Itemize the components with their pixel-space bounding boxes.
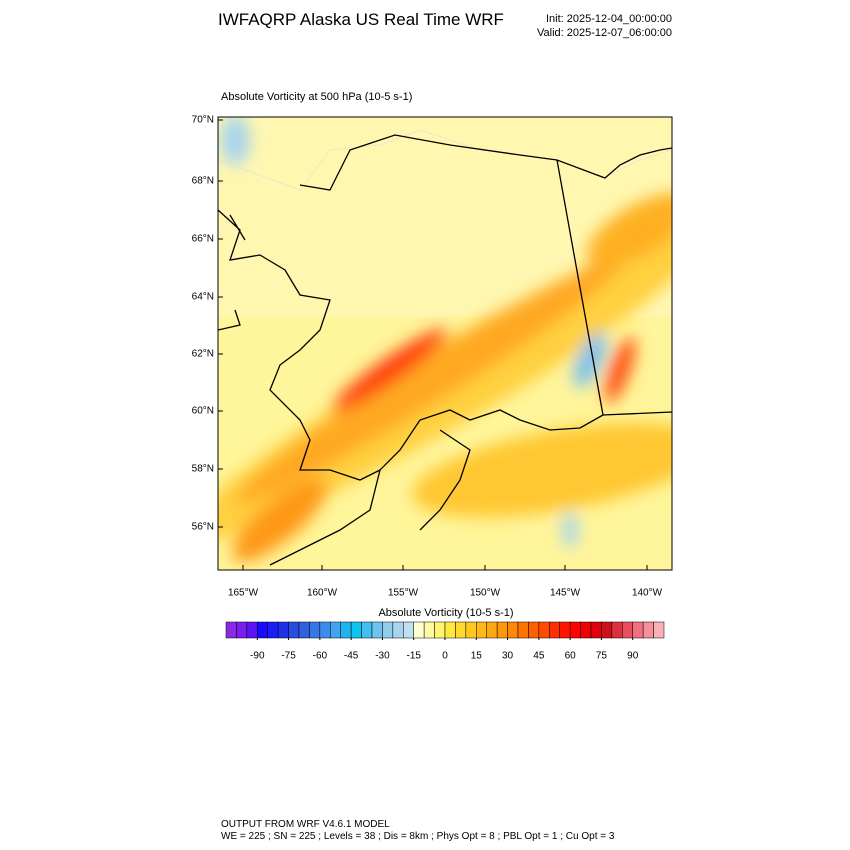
title: IWFAQRP Alaska US Real Time WRF [218,10,504,29]
colorbar-box [517,621,529,639]
colorbar-box [611,621,623,639]
colorbar-box [434,621,446,639]
colorbar-box [330,621,341,639]
map-field [218,117,672,570]
colorbar-box [319,621,331,639]
colorbar-tick-label: -45 [344,651,359,662]
footer-line: WE = 225 ; SN = 225 ; Levels = 38 ; Dis … [221,831,615,842]
colorbar-title: Absolute Vorticity (10-5 s-1) [378,607,513,619]
colorbar-box [580,621,592,639]
colorbar-box [444,621,456,639]
colorbar-box [569,621,581,639]
lon-label: 155°W [388,588,419,599]
colorbar-box [549,621,560,639]
colorbar-box [413,621,425,639]
colorbar-tick-label: 75 [596,651,608,662]
colorbar-box [507,621,519,639]
valid-time: Valid: 2025-12-07_06:00:00 [537,27,672,39]
lat-label: 58°N [192,464,214,475]
lon-label: 165°W [228,588,259,599]
lon-label: 140°W [632,588,663,599]
colorbar-box [382,621,394,639]
colorbar-tick-label: -30 [375,651,390,662]
lon-label: 145°W [550,588,581,599]
lat-label: 70°N [192,115,214,126]
map-frame [217,116,673,571]
colorbar: -90 -75 -60 -45 -30 -15 0 15 30 45 60 75 90 [225,621,665,662]
colorbar-tick-label: 30 [502,651,514,662]
colorbar-tick-label: 90 [627,651,639,662]
colorbar-box [590,621,602,639]
colorbar-box [465,621,477,639]
colorbar-box [403,621,414,639]
colorbar-box [267,621,279,639]
colorbar-box [528,621,540,639]
colorbar-box [642,621,654,639]
field-shading [218,117,672,562]
colorbar-box [309,621,321,639]
colorbar-box [350,621,362,639]
colorbar-tick-label: -15 [406,651,421,662]
lat-label: 60°N [192,406,214,417]
colorbar-box [371,621,383,639]
lat-label: 62°N [192,349,214,360]
colorbar-box [257,621,268,639]
colorbar-box [361,621,373,639]
lat-label: 56°N [192,522,214,533]
lon-label: 160°W [307,588,338,599]
init-time: Init: 2025-12-04_00:00:00 [546,13,672,25]
colorbar-box [423,621,435,639]
lat-label: 66°N [192,234,214,245]
colorbar-tick-label: 15 [471,651,483,662]
colorbar-box [653,621,665,639]
colorbar-box [277,621,289,639]
lat-labels: 70°N 68°N 66°N 64°N 62°N 60°N 58°N 56°N [192,115,223,533]
coastline [218,134,672,566]
colorbar-box [392,621,404,639]
lat-label: 68°N [192,176,214,187]
colorbar-box [236,621,248,639]
footer-line: OUTPUT FROM WRF V4.6.1 MODEL [221,819,390,830]
colorbar-tick-label: 60 [565,651,577,662]
colorbar-box [455,621,467,639]
lon-labels: 165°W 160°W 155°W 150°W 145°W 140°W [228,565,663,599]
colorbar-tick-label: 0 [442,651,448,662]
colorbar-tick-label: -75 [281,651,296,662]
colorbar-box [476,621,487,639]
colorbar-box [559,621,571,639]
colorbar-tick-label: -60 [313,651,328,662]
colorbar-box [622,621,633,639]
colorbar-box [246,621,258,639]
colorbar-tick-label: 45 [533,651,545,662]
colorbar-box [225,621,237,639]
colorbar-box [340,621,352,639]
lat-label: 64°N [192,292,214,303]
colorbar-tick-label: -90 [250,651,265,662]
lon-label: 150°W [470,588,501,599]
colorbar-box [288,621,300,639]
colorbar-box [538,621,550,639]
graticule [218,129,672,191]
colorbar-box [486,621,498,639]
colorbar-box [601,621,613,639]
colorbar-box [298,621,310,639]
colorbar-box [496,621,508,639]
colorbar-box [632,621,644,639]
map-subtitle: Absolute Vorticity at 500 hPa (10-5 s-1) [221,91,412,103]
